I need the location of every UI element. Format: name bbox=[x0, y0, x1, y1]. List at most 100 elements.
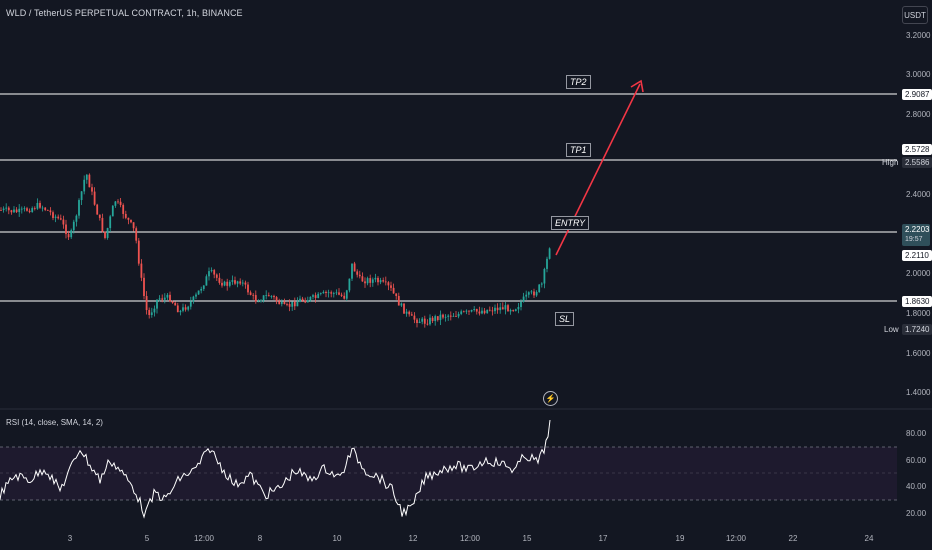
rsi-line bbox=[0, 419, 551, 519]
candle-body bbox=[520, 301, 522, 308]
candle-body bbox=[491, 310, 494, 312]
candle-body bbox=[309, 296, 312, 301]
candle-body bbox=[483, 310, 486, 314]
candle-body bbox=[382, 280, 385, 282]
candle-body bbox=[195, 294, 197, 297]
candle-body bbox=[332, 293, 335, 294]
candle-body bbox=[353, 263, 356, 272]
candle-body bbox=[317, 293, 320, 298]
price-tick: 1.6000 bbox=[906, 349, 931, 358]
candle-body bbox=[156, 299, 158, 309]
candle-body bbox=[44, 207, 47, 210]
candle-body bbox=[109, 216, 112, 229]
candle-body bbox=[486, 309, 489, 314]
candle-body bbox=[249, 292, 252, 295]
candle-body bbox=[335, 292, 338, 294]
candle-body bbox=[218, 277, 221, 283]
rsi-title[interactable]: RSI (14, close, SMA, 14, 2) bbox=[6, 418, 103, 427]
candle-body bbox=[213, 270, 216, 275]
candle-body bbox=[512, 310, 515, 311]
candle-body bbox=[221, 282, 223, 286]
candle-body bbox=[299, 298, 301, 302]
candle-body bbox=[104, 231, 106, 238]
candle-body bbox=[267, 295, 270, 297]
candle-body bbox=[33, 208, 36, 209]
candle-body bbox=[374, 277, 377, 280]
current-price: 2.2203 bbox=[905, 225, 930, 234]
candle-body bbox=[184, 307, 187, 310]
time-tick: 10 bbox=[332, 534, 342, 543]
candle-body bbox=[413, 315, 416, 320]
candle-body bbox=[101, 217, 104, 232]
candle-body bbox=[280, 301, 283, 305]
candle-body bbox=[371, 279, 374, 283]
candle-body bbox=[304, 300, 307, 303]
candle-body bbox=[366, 278, 369, 284]
candle-body bbox=[132, 222, 135, 229]
candle-body bbox=[436, 316, 439, 321]
candle-body bbox=[293, 301, 296, 307]
candle-body bbox=[509, 310, 512, 312]
candle-body bbox=[39, 202, 41, 208]
currency-button[interactable]: USDT bbox=[902, 6, 928, 24]
candle-body bbox=[478, 311, 481, 314]
candle-body bbox=[538, 284, 541, 293]
candle-body bbox=[423, 318, 426, 324]
price-tick: 2.4000 bbox=[906, 190, 931, 199]
candle-body bbox=[114, 201, 117, 206]
candle-body bbox=[252, 294, 255, 296]
candle-body bbox=[434, 316, 437, 322]
candle-body bbox=[254, 295, 257, 302]
candle-body bbox=[288, 304, 291, 307]
time-tick: 8 bbox=[257, 534, 263, 543]
candle-body bbox=[522, 296, 525, 302]
candle-body bbox=[306, 300, 309, 303]
candle-body bbox=[46, 209, 49, 211]
candle-body bbox=[356, 271, 359, 275]
candle-body bbox=[236, 281, 239, 284]
candle-body bbox=[291, 301, 294, 307]
candle-body bbox=[369, 278, 372, 283]
candle-body bbox=[455, 315, 457, 317]
candle-body bbox=[117, 201, 119, 203]
price-tick: 2.8000 bbox=[906, 110, 931, 119]
candle-body bbox=[257, 301, 260, 303]
candle-body bbox=[275, 297, 278, 302]
candle-body bbox=[96, 204, 99, 215]
candle-body bbox=[312, 295, 314, 297]
candle-body bbox=[83, 179, 86, 192]
candle-body bbox=[174, 302, 177, 306]
candle-countdown: 19:57 bbox=[905, 236, 923, 243]
candle-body bbox=[408, 311, 411, 315]
candle-body bbox=[202, 285, 205, 289]
time-tick: 5 bbox=[144, 534, 150, 543]
candle-body bbox=[527, 292, 530, 295]
candle-body bbox=[106, 228, 109, 238]
candle-body bbox=[208, 271, 210, 277]
candle-body bbox=[301, 298, 304, 301]
candle-body bbox=[88, 174, 91, 188]
candle-body bbox=[28, 210, 31, 213]
candle-body bbox=[197, 290, 200, 295]
candle-body bbox=[15, 209, 18, 213]
candle-body bbox=[330, 292, 333, 294]
candle-body bbox=[18, 208, 21, 213]
candle-body bbox=[273, 295, 275, 298]
candle-body bbox=[278, 301, 281, 305]
candle-body bbox=[59, 218, 62, 220]
candle-body bbox=[127, 217, 130, 220]
high-tag: High bbox=[882, 158, 899, 167]
time-tick: 22 bbox=[788, 534, 798, 543]
candle-body bbox=[475, 309, 478, 312]
candle-body bbox=[397, 295, 400, 306]
candle-body bbox=[70, 230, 73, 238]
candle-body bbox=[75, 215, 78, 222]
candle-body bbox=[80, 191, 83, 201]
time-tick: 12:00 bbox=[459, 534, 481, 543]
candle-body bbox=[504, 305, 507, 310]
candle-body bbox=[379, 280, 382, 283]
candle-body bbox=[343, 295, 346, 299]
lightning-icon[interactable]: ⚡ bbox=[543, 391, 558, 406]
candle-body bbox=[314, 295, 317, 298]
